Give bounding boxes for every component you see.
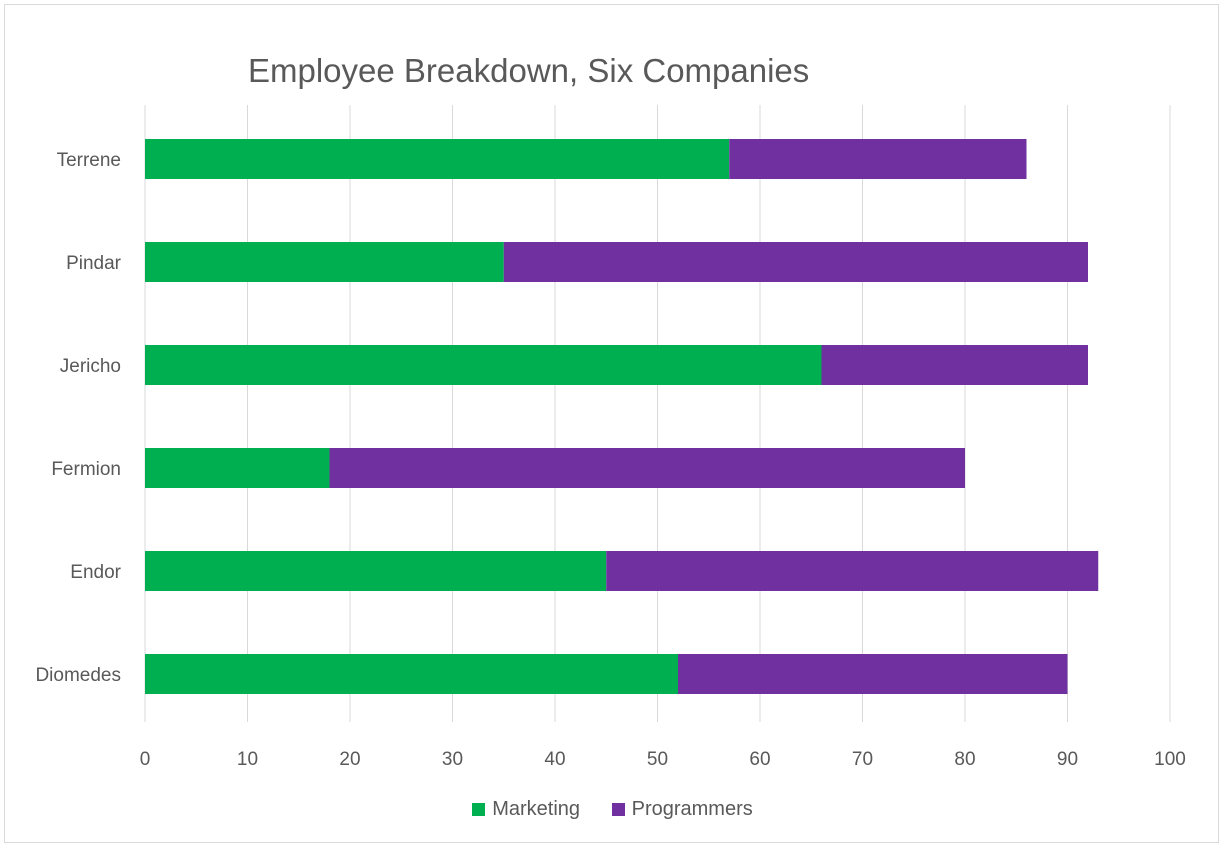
legend-label-marketing: Marketing — [492, 798, 581, 820]
bar-fermion-marketing — [145, 448, 330, 488]
x-tick-label: 70 — [852, 749, 873, 770]
legend-item-programmers: Programmers — [611, 798, 753, 821]
x-tick-label: 60 — [749, 749, 770, 770]
bar-terrene-programmers — [729, 139, 1027, 179]
bar-endor-marketing — [145, 551, 607, 591]
chart-title: Employee Breakdown, Six Companies — [248, 52, 810, 89]
category-label-pindar: Pindar — [66, 253, 122, 274]
x-tick-label: 20 — [339, 749, 360, 770]
category-label-jericho: Jericho — [60, 356, 121, 377]
legend-label-programmers: Programmers — [631, 798, 753, 820]
x-tick-label: 50 — [647, 749, 668, 770]
bar-fermion-programmers — [329, 448, 965, 488]
bars — [145, 139, 1099, 694]
legend-swatch-programmers — [611, 803, 625, 816]
x-tick-labels: 0 10 20 30 40 50 60 70 80 90 100 — [140, 749, 1186, 770]
bar-pindar-marketing — [145, 242, 504, 282]
category-labels: Terrene Pindar Jericho Fermion Endor Diomedes — [35, 150, 121, 686]
x-tick-label: 100 — [1154, 749, 1186, 770]
bar-jericho-programmers — [821, 345, 1088, 385]
bar-pindar-programmers — [503, 242, 1088, 282]
bar-diomedes-programmers — [678, 654, 1068, 694]
category-label-diomedes: Diomedes — [35, 665, 121, 686]
x-tick-label: 30 — [442, 749, 463, 770]
x-tick-label: 0 — [140, 749, 151, 770]
bar-diomedes-marketing — [145, 654, 678, 694]
x-tick-label: 40 — [544, 749, 565, 770]
grid-lines — [144, 105, 1171, 722]
bar-jericho-marketing — [145, 345, 822, 385]
bar-terrene-marketing — [145, 139, 730, 179]
x-tick-label: 90 — [1057, 749, 1078, 770]
legend: Marketing Programmers — [0, 798, 1225, 822]
category-label-fermion: Fermion — [51, 459, 121, 480]
x-tick-label: 80 — [954, 749, 975, 770]
x-tick-label: 10 — [237, 749, 258, 770]
legend-swatch-marketing — [472, 803, 486, 816]
legend-item-marketing: Marketing — [472, 798, 580, 821]
category-label-terrene: Terrene — [57, 150, 121, 171]
category-label-endor: Endor — [70, 562, 121, 583]
bar-endor-programmers — [606, 551, 1099, 591]
